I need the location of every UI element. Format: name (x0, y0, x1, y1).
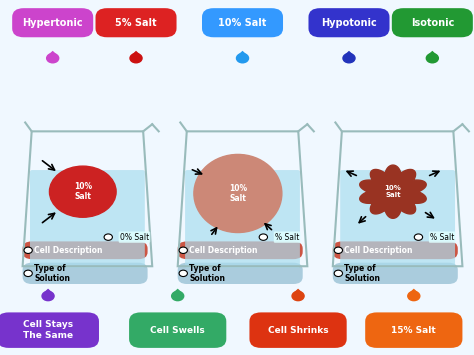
FancyBboxPatch shape (178, 263, 303, 284)
Circle shape (334, 270, 343, 277)
Polygon shape (174, 290, 181, 293)
Circle shape (46, 54, 59, 63)
FancyBboxPatch shape (249, 312, 346, 348)
Text: 10%
Salt: 10% Salt (74, 182, 92, 201)
Polygon shape (239, 52, 246, 55)
FancyBboxPatch shape (202, 8, 283, 37)
Circle shape (292, 291, 304, 301)
Text: 10%
Salt: 10% Salt (229, 184, 247, 203)
FancyBboxPatch shape (96, 8, 176, 37)
Polygon shape (410, 290, 418, 293)
Polygon shape (45, 290, 52, 293)
FancyBboxPatch shape (392, 8, 473, 37)
FancyBboxPatch shape (12, 8, 93, 37)
Text: Isotonic: Isotonic (410, 18, 454, 28)
Text: 0% Salt: 0% Salt (120, 233, 149, 242)
Text: % Salt: % Salt (275, 233, 299, 242)
Circle shape (24, 247, 32, 253)
Text: Type of
Solution: Type of Solution (345, 264, 380, 283)
Circle shape (172, 291, 184, 301)
Polygon shape (360, 165, 426, 218)
Text: Hypertonic: Hypertonic (22, 18, 83, 28)
FancyBboxPatch shape (129, 312, 226, 348)
Circle shape (24, 270, 32, 277)
Text: 15% Salt: 15% Salt (392, 326, 436, 335)
Polygon shape (132, 52, 140, 55)
Text: % Salt: % Salt (430, 233, 455, 242)
Text: 10%
Salt: 10% Salt (384, 185, 401, 198)
Text: Type of
Solution: Type of Solution (189, 264, 225, 283)
Text: Hypotonic: Hypotonic (321, 18, 377, 28)
Text: Cell Shrinks: Cell Shrinks (268, 326, 328, 335)
FancyBboxPatch shape (333, 241, 458, 259)
Circle shape (42, 291, 54, 301)
Circle shape (426, 54, 438, 63)
Circle shape (414, 234, 423, 240)
FancyBboxPatch shape (23, 241, 147, 259)
Circle shape (259, 234, 267, 240)
Circle shape (104, 234, 112, 240)
Polygon shape (428, 52, 436, 55)
Circle shape (334, 247, 343, 253)
Circle shape (130, 54, 142, 63)
Text: Cell Stays
The Same: Cell Stays The Same (23, 321, 73, 340)
FancyBboxPatch shape (185, 170, 300, 268)
Polygon shape (346, 52, 353, 55)
Circle shape (179, 270, 187, 277)
FancyBboxPatch shape (30, 170, 145, 268)
Text: Cell Swells: Cell Swells (150, 326, 205, 335)
Text: 10% Salt: 10% Salt (219, 18, 267, 28)
Text: Type of
Solution: Type of Solution (34, 264, 70, 283)
Circle shape (237, 54, 248, 63)
Circle shape (408, 291, 420, 301)
FancyBboxPatch shape (178, 241, 303, 259)
Circle shape (179, 247, 187, 253)
Text: Cell Description: Cell Description (345, 246, 413, 255)
Circle shape (49, 166, 116, 217)
FancyBboxPatch shape (365, 312, 463, 348)
FancyBboxPatch shape (309, 8, 390, 37)
Text: Cell Description: Cell Description (189, 246, 258, 255)
Text: 5% Salt: 5% Salt (115, 18, 157, 28)
Ellipse shape (194, 154, 282, 233)
Circle shape (343, 54, 355, 63)
Text: Cell Description: Cell Description (34, 246, 103, 255)
Polygon shape (49, 52, 56, 55)
FancyBboxPatch shape (340, 170, 455, 268)
Polygon shape (294, 290, 301, 293)
FancyBboxPatch shape (333, 263, 458, 284)
FancyBboxPatch shape (0, 312, 99, 348)
FancyBboxPatch shape (23, 263, 147, 284)
